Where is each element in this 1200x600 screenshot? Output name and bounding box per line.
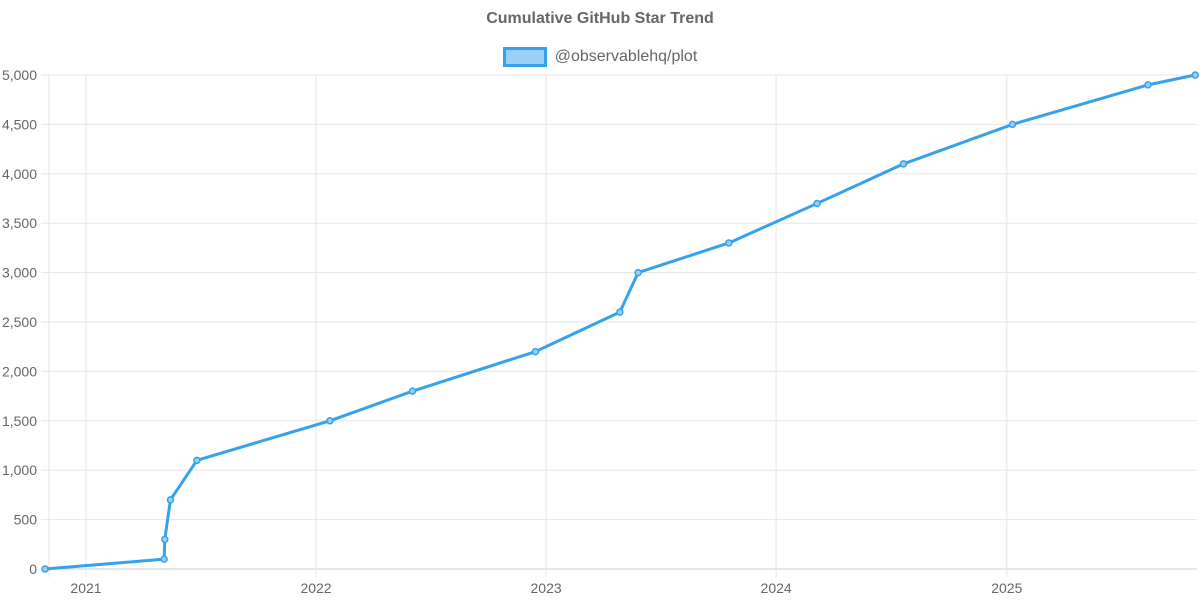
y-tick-label: 4,000 <box>2 166 37 182</box>
x-tick-label: 2023 <box>531 580 562 596</box>
data-point[interactable] <box>161 535 169 544</box>
y-tick-label: 500 <box>14 512 38 528</box>
data-point[interactable] <box>813 199 821 208</box>
y-tick-label: 2,500 <box>2 314 37 330</box>
data-point[interactable] <box>408 387 417 395</box>
series-observablehq-plot <box>41 71 1199 573</box>
x-axis: 2021 2022 2023 2024 2025 <box>70 580 1022 596</box>
data-point[interactable] <box>41 565 49 573</box>
data-point[interactable] <box>1191 71 1199 79</box>
data-point[interactable] <box>531 347 540 356</box>
data-point[interactable] <box>160 555 168 563</box>
grid-lines <box>41 74 1197 577</box>
data-point[interactable] <box>166 496 175 504</box>
chart-title: Cumulative GitHub Star Trend <box>486 10 714 27</box>
x-tick-label: 2024 <box>761 580 792 596</box>
legend-label[interactable]: @observablehq/plot <box>554 48 698 65</box>
data-point[interactable] <box>899 160 908 168</box>
data-point[interactable] <box>1144 81 1152 89</box>
y-axis: 0 500 1,000 1,500 2,000 2,500 3,000 3,500 4,000 4… <box>2 67 37 577</box>
y-tick-label: 4,500 <box>2 116 37 132</box>
data-point[interactable] <box>1008 120 1017 129</box>
data-point[interactable] <box>634 268 642 277</box>
data-point[interactable] <box>616 308 624 316</box>
series-line <box>44 73 1196 571</box>
y-tick-label: 1,000 <box>2 462 37 478</box>
x-tick-label: 2025 <box>991 580 1022 596</box>
y-tick-label: 2,000 <box>2 363 37 379</box>
y-tick-label: 5,000 <box>2 67 37 83</box>
y-tick-label: 0 <box>29 561 37 577</box>
y-tick-label: 1,500 <box>2 413 37 429</box>
legend-swatch[interactable] <box>502 47 547 67</box>
x-tick-label: 2022 <box>300 580 331 596</box>
y-tick-label: 3,000 <box>2 265 37 281</box>
x-tick-label: 2021 <box>70 580 101 596</box>
y-tick-label: 3,500 <box>2 215 37 231</box>
data-point[interactable] <box>725 239 733 247</box>
data-point[interactable] <box>193 456 201 465</box>
data-point[interactable] <box>326 417 334 425</box>
legend: @observablehq/plot <box>0 47 1200 67</box>
